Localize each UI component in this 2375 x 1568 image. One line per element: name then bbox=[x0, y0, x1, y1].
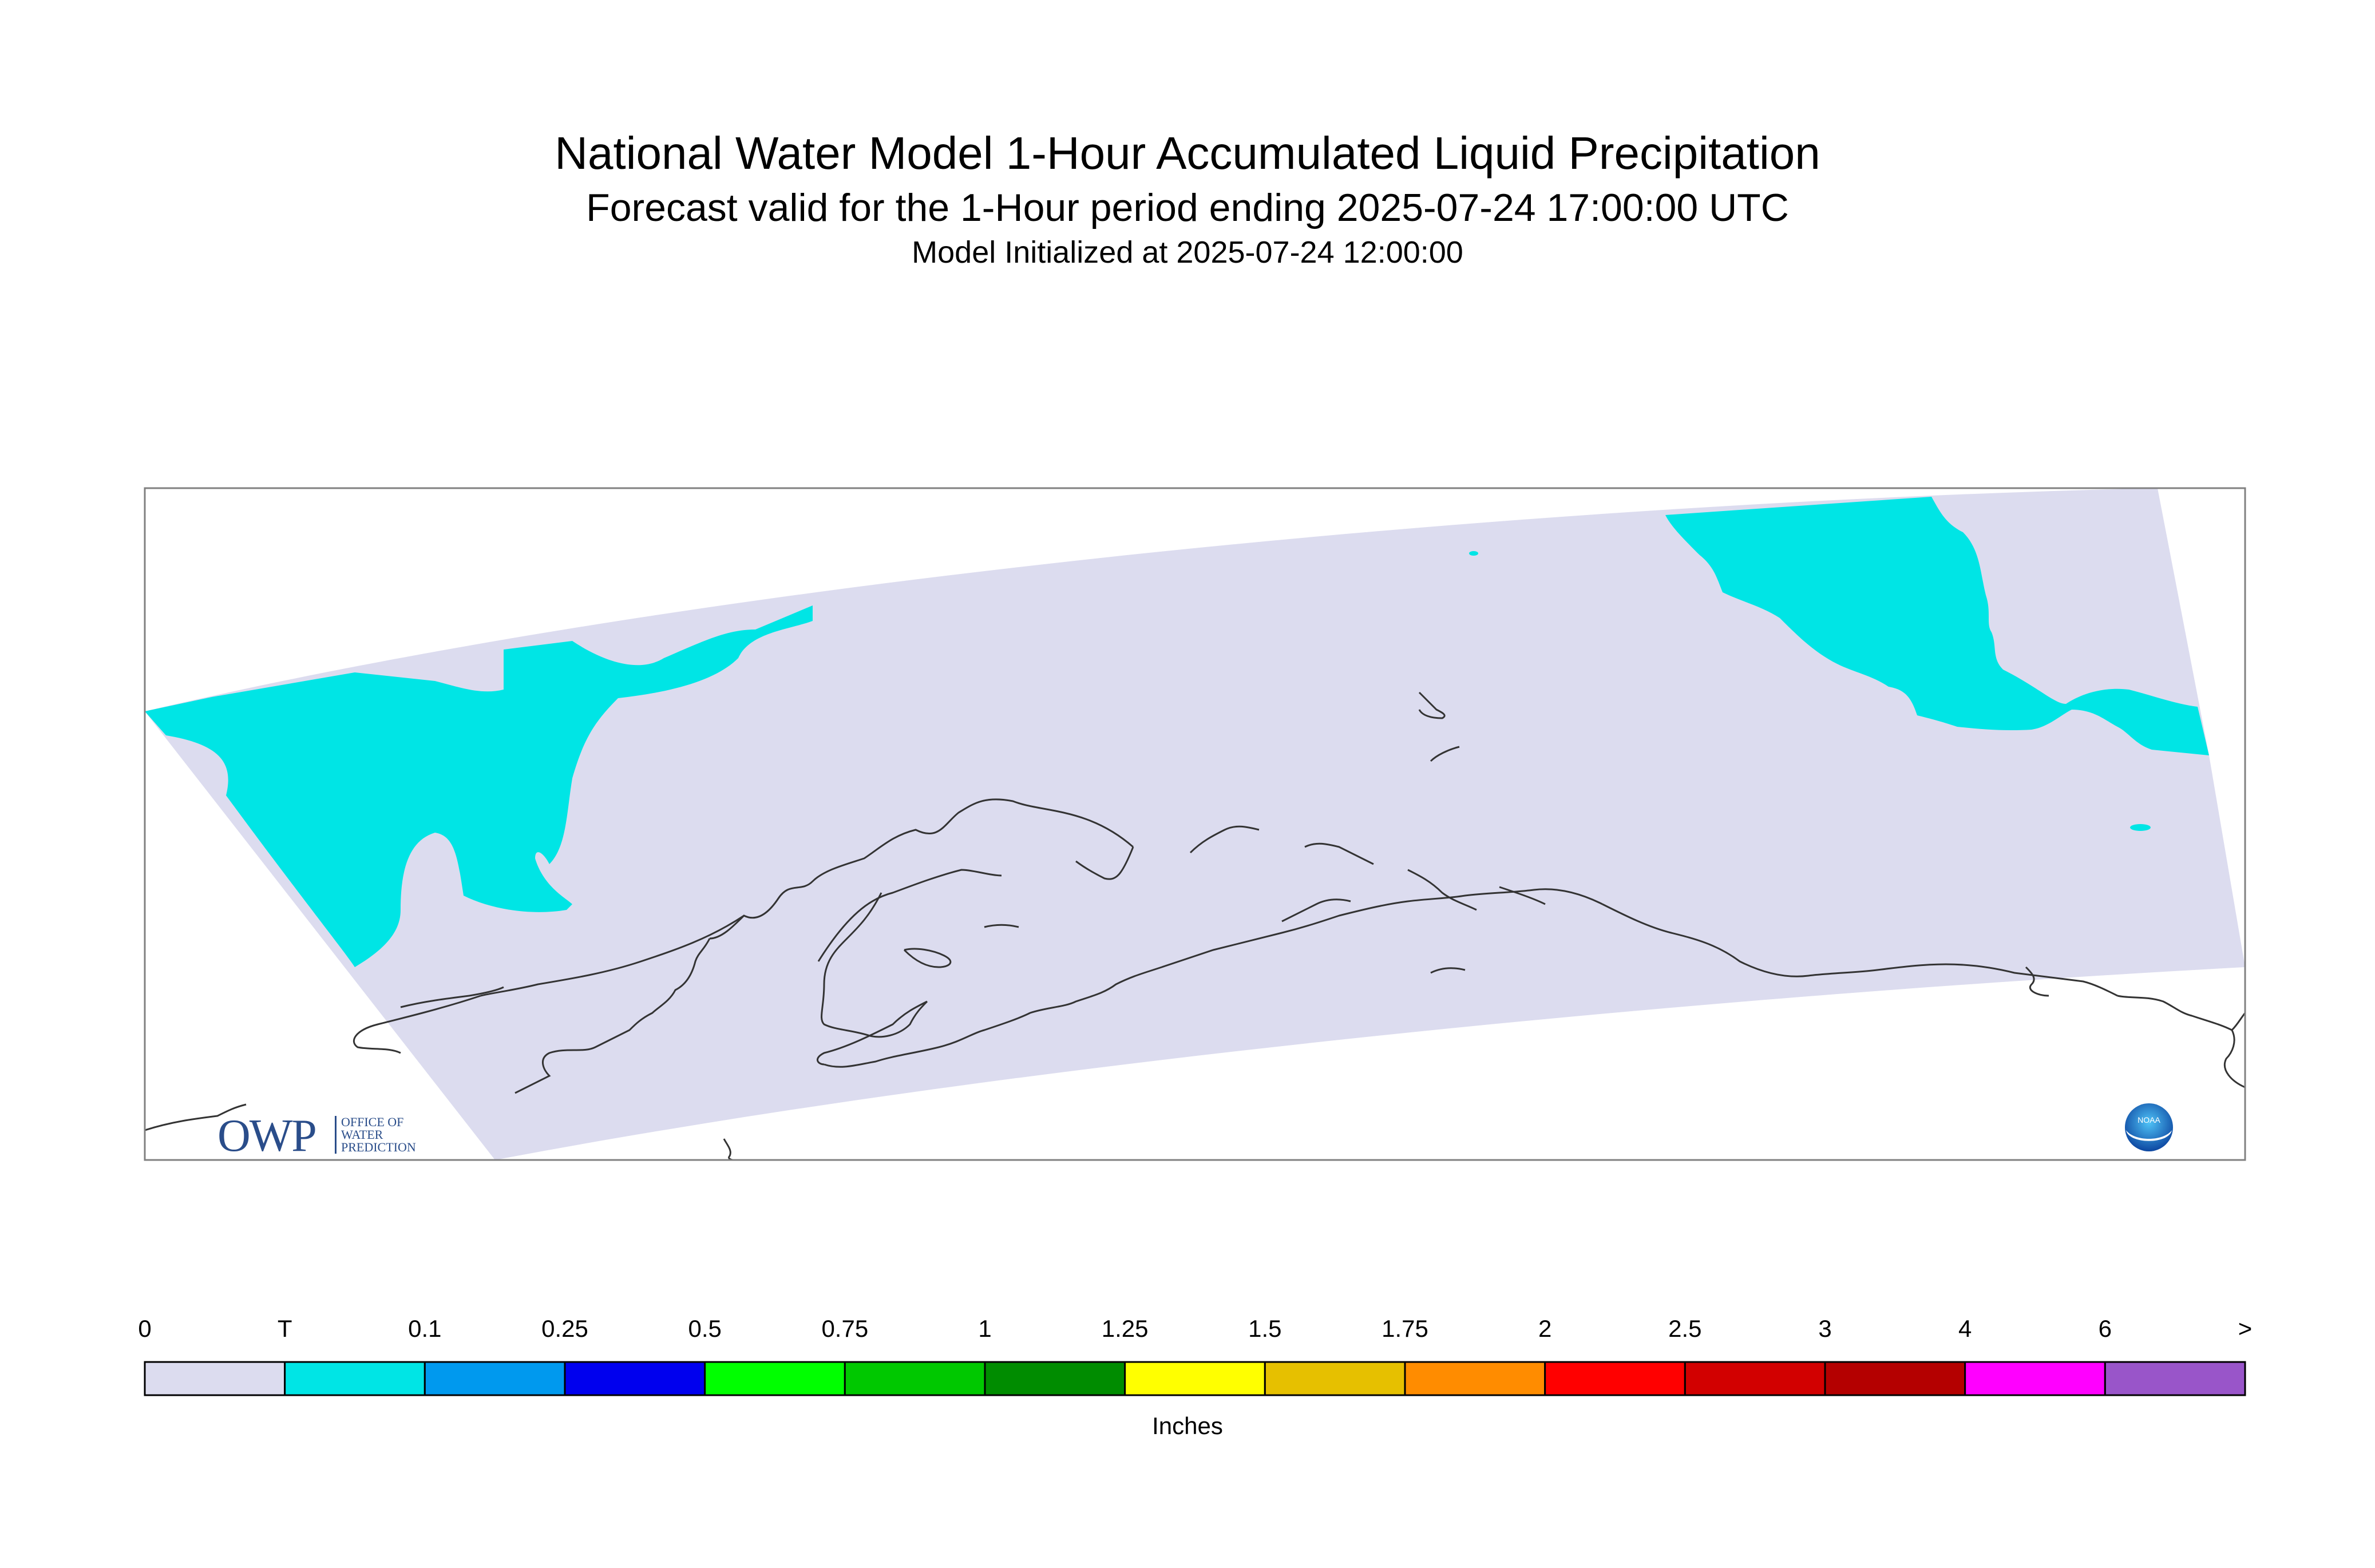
legend-swatch bbox=[564, 1361, 706, 1396]
precip-area-west bbox=[145, 605, 813, 967]
legend-tick-label: 2.5 bbox=[1668, 1315, 1702, 1342]
legend-tick-label: 0 bbox=[138, 1315, 152, 1342]
legend-tick-label: 0.5 bbox=[688, 1315, 722, 1342]
coastlines bbox=[145, 691, 2245, 1160]
legend-tick-label: 0.1 bbox=[408, 1315, 442, 1342]
legend-tick-label: 6 bbox=[2098, 1315, 2112, 1342]
legend-swatch bbox=[284, 1361, 426, 1396]
map-subtitle: Forecast valid for the 1-Hour period end… bbox=[586, 186, 1789, 229]
legend-swatch bbox=[704, 1361, 846, 1396]
owp-logo-line: WATER bbox=[341, 1127, 383, 1142]
owp-logo-letters: OWP bbox=[217, 1111, 317, 1161]
legend-swatch bbox=[1824, 1361, 1966, 1396]
legend-tick-label: T bbox=[277, 1315, 292, 1342]
precip-area-northeast bbox=[1665, 497, 2209, 755]
legend-tick-label: 4 bbox=[1958, 1315, 1972, 1342]
legend-units-label: Inches bbox=[1152, 1412, 1223, 1439]
legend-swatch bbox=[1544, 1361, 1686, 1396]
legend-tick-label: 0.25 bbox=[541, 1315, 588, 1342]
legend-swatch bbox=[844, 1361, 986, 1396]
legend-swatch bbox=[984, 1361, 1126, 1396]
legend-swatch bbox=[144, 1361, 286, 1396]
legend-swatch bbox=[1264, 1361, 1406, 1396]
legend-swatch bbox=[423, 1361, 566, 1396]
legend-tick-label: 0.75 bbox=[821, 1315, 869, 1342]
legend-swatch bbox=[2104, 1361, 2246, 1396]
legend-swatch bbox=[1964, 1361, 2106, 1396]
precip-spot-east bbox=[2130, 824, 2151, 831]
legend-tick-label: 3 bbox=[1818, 1315, 1832, 1342]
legend-swatch bbox=[1124, 1361, 1266, 1396]
legend-tick-label: 1.5 bbox=[1248, 1315, 1282, 1342]
svg-text:NOAA: NOAA bbox=[2138, 1115, 2160, 1124]
map-title: National Water Model 1-Hour Accumulated … bbox=[555, 128, 1820, 179]
legend-swatch bbox=[1684, 1361, 1826, 1396]
legend-tick-label: 2 bbox=[1538, 1315, 1552, 1342]
legend-swatch bbox=[1404, 1361, 1546, 1396]
map-frame bbox=[144, 487, 2246, 1161]
precip-spot-north bbox=[1469, 551, 1478, 556]
noaa-logo: NOAA bbox=[2125, 1103, 2173, 1151]
legend-tick-label: 1.25 bbox=[1101, 1315, 1149, 1342]
owp-logo-line: OFFICE OF bbox=[341, 1115, 404, 1129]
legend-tick-label: 1.75 bbox=[1382, 1315, 1428, 1342]
legend-tick-label: > bbox=[2238, 1315, 2253, 1342]
owp-logo-line: PREDICTION bbox=[341, 1140, 416, 1154]
model-init-text: Model Initialized at 2025-07-24 12:00:00 bbox=[912, 235, 1463, 270]
legend-tick-label: 1 bbox=[978, 1315, 992, 1342]
owp-logo-lines: OFFICE OF WATER PREDICTION bbox=[335, 1116, 456, 1154]
